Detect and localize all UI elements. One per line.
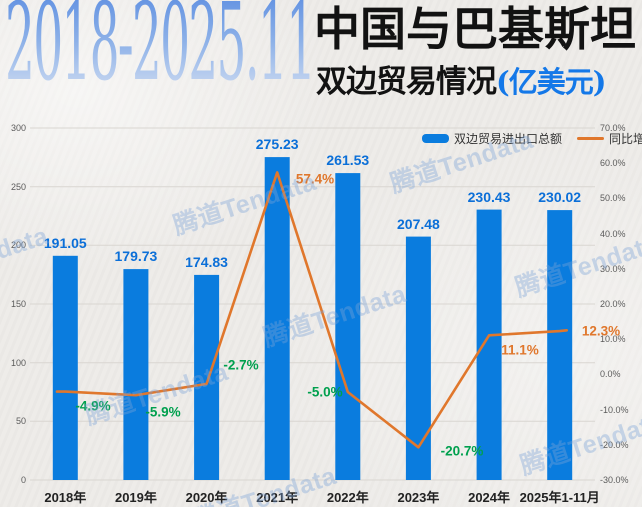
x-axis-label: 2022年: [326, 490, 369, 505]
growth-rate-label: 12.3%: [581, 323, 621, 339]
x-axis-label: 2023年: [397, 490, 440, 505]
y-axis-right-tick: 0.0%: [600, 369, 621, 380]
growth-rate-label: -20.7%: [440, 443, 484, 459]
bar-value-label: 207.48: [397, 215, 440, 232]
y-axis-right-tick: -30.0%: [600, 475, 629, 485]
trade-bar: [194, 274, 220, 480]
x-axis-label: 2020年: [185, 490, 228, 505]
bar-value-label: 275.23: [255, 136, 299, 153]
trade-bar: [264, 157, 290, 480]
y-axis-right-tick: 40.0%: [600, 228, 626, 239]
bar-value-label: 230.43: [467, 188, 511, 205]
legend-line-swatch: [577, 137, 605, 140]
legend: 双边贸易进出口总额 同比增长率: [422, 130, 642, 147]
y-axis-left-tick: 300: [10, 123, 26, 133]
trade-bar: [123, 269, 149, 480]
legend-bar-label: 双边贸易进出口总额: [454, 132, 563, 146]
trade-bar: [405, 236, 431, 480]
trade-chart: 300 250 200 150 100 50 0 70.0% 60.0% 50.0% 40.0% 30…: [0, 113, 642, 507]
main-title-line2-text: 双边贸易情况: [316, 64, 497, 100]
x-axis-label: 2021年: [256, 490, 299, 505]
growth-rate-label: -4.9%: [75, 398, 111, 414]
bar-value-label: 179.73: [114, 248, 158, 265]
growth-rate-line: [55, 171, 569, 449]
y-axis-left-tick: 150: [10, 299, 26, 309]
y-axis-left-tick: 50: [15, 416, 26, 427]
x-axis-label: 2025年1-11月: [519, 490, 600, 505]
unit-label: (亿美元): [496, 65, 606, 99]
x-axis-label: 2018年: [44, 490, 87, 505]
y-axis-right-tick: 70.0%: [600, 123, 626, 133]
bar-value-label: 261.53: [326, 152, 370, 169]
y-axis-right-tick: 60.0%: [600, 158, 626, 169]
main-title-line1: 中国与巴基斯坦: [314, 2, 636, 56]
trade-bar: [476, 209, 502, 480]
legend-item-line: 同比增长率: [577, 130, 642, 147]
y-axis-right-tick: 20.0%: [600, 299, 626, 309]
legend-item-bar: 双边贸易进出口总额: [422, 130, 562, 147]
y-axis-left-tick: 250: [10, 181, 26, 192]
y-axis-right-tick: 10.0%: [600, 334, 626, 345]
x-axis-label: 2019年: [114, 490, 157, 505]
growth-rate-label: -5.9%: [145, 404, 181, 420]
trade-bar: [547, 210, 573, 480]
y-axis-right-tick: 50.0%: [600, 193, 626, 204]
y-axis-right-tick: -10.0%: [600, 404, 629, 415]
chart-canvas: [30, 127, 595, 481]
year-range-title: 2018-2025.11: [5, 0, 316, 97]
bar-value-label: 191.05: [43, 234, 87, 251]
growth-rate-label: -5.0%: [307, 384, 343, 400]
bar-value-label: 230.02: [538, 189, 582, 206]
y-axis-right-tick: -20.0%: [600, 439, 629, 450]
trade-bar: [335, 173, 361, 480]
x-axis-label: 2024年: [468, 490, 511, 505]
y-axis-left-tick: 0: [20, 475, 26, 485]
legend-line-label: 同比增长率: [609, 132, 642, 146]
growth-rate-label: 11.1%: [501, 342, 539, 358]
y-axis-left-tick: 100: [10, 357, 26, 368]
legend-bar-swatch: [422, 134, 449, 143]
trade-bar: [52, 255, 78, 480]
main-title-line2: 双边贸易情况(亿美元): [316, 64, 606, 101]
bar-value-label: 174.83: [185, 253, 228, 270]
growth-rate-label: -2.7%: [223, 357, 259, 373]
y-axis-left-tick: 200: [10, 240, 26, 251]
y-axis-right-tick: 30.0%: [600, 263, 626, 274]
growth-rate-label: 57.4%: [295, 171, 335, 187]
